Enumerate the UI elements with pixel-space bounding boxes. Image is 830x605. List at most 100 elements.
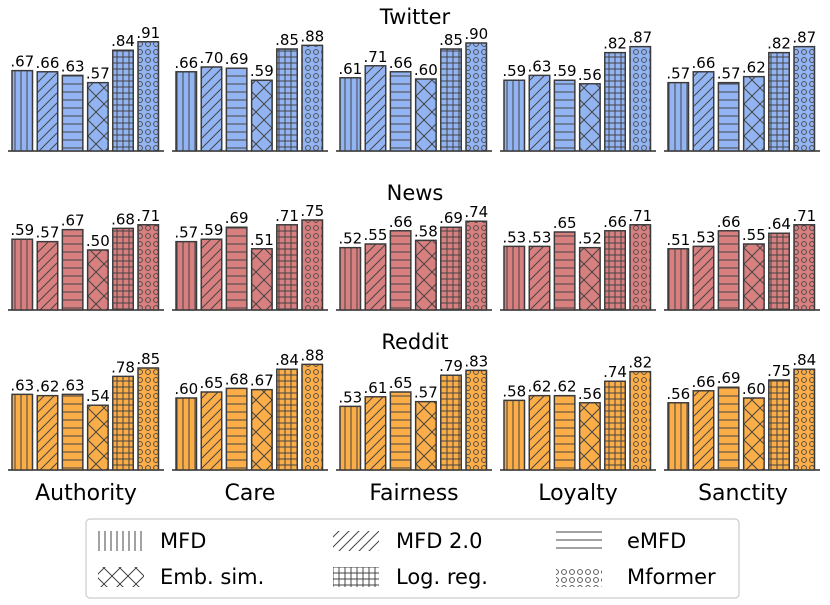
- category-label-loyalty: Loyalty: [538, 481, 618, 506]
- value-label-reddit-care-mformer: .88: [300, 346, 324, 364]
- value-label-reddit-fairness-emfd: .65: [389, 374, 413, 392]
- value-label-news-loyalty-mfd-2-0: .53: [528, 228, 552, 246]
- bar-hatch-reddit-sanctity-emfd: [717, 386, 740, 471]
- bar-hatch-twitter-sanctity-mformer: [793, 45, 816, 152]
- bar-hatch-news-care-emb-sim: [250, 248, 273, 311]
- bar-hatch-news-loyalty-mfd-2-0: [528, 245, 551, 311]
- bar-hatch-news-fairness-emfd: [389, 230, 412, 311]
- value-label-twitter-fairness-emfd: .66: [389, 54, 413, 72]
- bar-hatch-twitter-care-mformer: [301, 44, 324, 152]
- legend-label-mfd2: MFD 2.0: [396, 529, 482, 553]
- value-label-news-authority-emb-sim: .50: [86, 232, 110, 250]
- value-label-news-sanctity-mformer: .71: [792, 207, 816, 225]
- value-label-twitter-authority-mfd-2-0: .66: [36, 54, 60, 72]
- legend: MFD MFD 2.0 eMFD Emb. sim. Log. reg. Mfo…: [85, 518, 740, 599]
- category-label-fairness: Fairness: [369, 481, 458, 506]
- value-label-news-loyalty-emb-sim: .52: [578, 230, 602, 248]
- bar-hatch-reddit-authority-mfd-2-0: [36, 394, 59, 471]
- legend-swatch-log-reg: [333, 567, 379, 587]
- value-label-twitter-sanctity-mfd: .57: [666, 65, 690, 83]
- legend-label-mformer: Mformer: [627, 565, 716, 589]
- bar-hatch-twitter-authority-log-reg: [112, 49, 134, 152]
- value-label-news-sanctity-mfd: .51: [666, 231, 690, 249]
- bar-hatch-reddit-authority-mformer: [137, 367, 160, 471]
- value-label-news-loyalty-mformer: .71: [628, 207, 652, 225]
- legend-label-emb-sim: Emb. sim.: [160, 565, 264, 589]
- bar-hatch-news-fairness-mformer: [465, 220, 488, 311]
- bar-hatch-twitter-authority-emb-sim: [86, 81, 109, 152]
- bar-hatch-twitter-care-emb-sim: [250, 79, 273, 152]
- value-label-news-fairness-log-reg: .69: [439, 209, 463, 227]
- value-label-reddit-care-mfd-2-0: .65: [200, 374, 224, 392]
- value-label-twitter-care-emfd: .69: [225, 50, 249, 68]
- row-reddit: Reddit.63.62.63.54.78.85.60.65.68.67.84.…: [8, 330, 820, 471]
- value-label-twitter-care-emb-sim: .59: [250, 62, 274, 80]
- value-label-reddit-loyalty-emfd: .62: [553, 378, 577, 396]
- value-label-reddit-loyalty-mfd-2-0: .62: [528, 378, 552, 396]
- value-label-twitter-sanctity-log-reg: .82: [767, 35, 791, 53]
- value-label-reddit-fairness-mfd-2-0: .61: [364, 379, 388, 397]
- bar-hatch-reddit-care-mformer: [301, 363, 324, 471]
- bar-hatch-twitter-sanctity-emfd: [717, 81, 740, 152]
- value-label-reddit-care-log-reg: .84: [275, 351, 299, 369]
- value-label-reddit-loyalty-emb-sim: .56: [578, 385, 602, 403]
- legend-swatch-mfd2: [333, 531, 379, 551]
- value-label-twitter-authority-emb-sim: .57: [86, 65, 110, 83]
- bar-hatch-twitter-sanctity-mfd-2-0: [692, 71, 715, 152]
- bar-hatch-twitter-sanctity-emb-sim: [742, 75, 765, 152]
- value-label-twitter-loyalty-mfd: .59: [502, 62, 526, 80]
- value-label-news-care-log-reg: .71: [275, 207, 299, 225]
- value-label-news-care-emb-sim: .51: [250, 231, 274, 249]
- bar-hatch-twitter-authority-mfd: [11, 69, 34, 152]
- bar-hatch-twitter-authority-mfd-2-0: [36, 71, 59, 152]
- bar-hatch-reddit-authority-emfd: [61, 393, 84, 471]
- value-label-news-authority-mfd: .59: [10, 221, 34, 239]
- bar-hatch-reddit-sanctity-emb-sim: [742, 397, 765, 471]
- value-label-news-sanctity-emfd: .66: [717, 213, 741, 231]
- value-label-news-authority-log-reg: .68: [111, 210, 135, 228]
- legend-label-log-reg: Log. reg.: [396, 565, 488, 589]
- value-label-reddit-authority-mfd: .63: [10, 376, 34, 394]
- bar-hatch-twitter-care-mfd: [175, 71, 198, 152]
- chart-rows: Twitter.67.66.63.57.84.91.66.70.69.59.85…: [8, 5, 820, 471]
- bar-hatch-news-fairness-log-reg: [440, 226, 462, 311]
- bar-hatch-twitter-fairness-mfd-2-0: [364, 65, 387, 152]
- value-label-reddit-authority-mformer: .85: [136, 350, 160, 368]
- bar-hatch-reddit-loyalty-mfd-2-0: [528, 394, 551, 471]
- value-label-reddit-authority-emb-sim: .54: [86, 387, 110, 405]
- bar-hatch-news-loyalty-emfd: [553, 231, 576, 311]
- bar-hatch-reddit-fairness-emfd: [389, 391, 412, 471]
- row-news: News.59.57.67.50.68.71.57.59.69.51.71.75…: [8, 181, 820, 311]
- bar-hatch-twitter-loyalty-emfd: [553, 79, 576, 152]
- bar-hatch-news-sanctity-mfd-2-0: [692, 245, 715, 311]
- value-label-news-care-emfd: .69: [225, 209, 249, 227]
- value-label-twitter-sanctity-mfd-2-0: .66: [692, 54, 716, 72]
- bar-hatch-news-loyalty-log-reg: [604, 230, 626, 311]
- bar-hatch-reddit-care-mfd: [175, 397, 198, 471]
- value-label-news-fairness-mformer: .74: [464, 203, 488, 221]
- bar-hatch-news-loyalty-mformer: [629, 224, 652, 311]
- value-label-reddit-sanctity-mformer: .84: [792, 351, 816, 369]
- bar-hatch-news-sanctity-mformer: [793, 224, 816, 311]
- bar-hatch-twitter-fairness-emfd: [389, 71, 412, 152]
- bar-hatch-reddit-sanctity-mfd: [667, 402, 690, 471]
- value-label-reddit-fairness-mformer: .83: [464, 352, 488, 370]
- value-label-reddit-authority-log-reg: .78: [111, 358, 135, 376]
- value-label-twitter-fairness-mformer: .90: [464, 25, 488, 43]
- bar-hatch-reddit-loyalty-emb-sim: [578, 402, 601, 471]
- value-label-reddit-care-mfd: .60: [174, 380, 198, 398]
- bar-hatch-news-fairness-mfd-2-0: [364, 243, 387, 311]
- bar-hatch-news-authority-log-reg: [112, 227, 134, 311]
- bar-hatch-twitter-care-log-reg: [276, 48, 298, 152]
- value-label-news-authority-emfd: .67: [61, 212, 85, 230]
- value-label-reddit-sanctity-emfd: .69: [717, 369, 741, 387]
- bar-hatch-reddit-sanctity-mformer: [793, 368, 816, 471]
- bar-hatch-news-authority-mformer: [137, 224, 160, 311]
- bar-hatch-reddit-care-mfd-2-0: [200, 391, 223, 471]
- value-label-reddit-fairness-emb-sim: .57: [414, 384, 438, 402]
- value-label-reddit-fairness-mfd: .53: [338, 388, 362, 406]
- row-title-twitter: Twitter: [379, 5, 451, 29]
- value-label-twitter-loyalty-mfd-2-0: .63: [528, 57, 552, 75]
- bar-hatch-reddit-fairness-mformer: [465, 369, 488, 471]
- legend-swatch-emb-sim: [98, 567, 144, 587]
